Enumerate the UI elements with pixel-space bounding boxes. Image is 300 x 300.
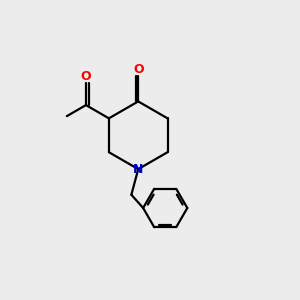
Text: N: N xyxy=(133,163,143,176)
Text: O: O xyxy=(81,70,91,83)
Text: O: O xyxy=(133,63,143,76)
